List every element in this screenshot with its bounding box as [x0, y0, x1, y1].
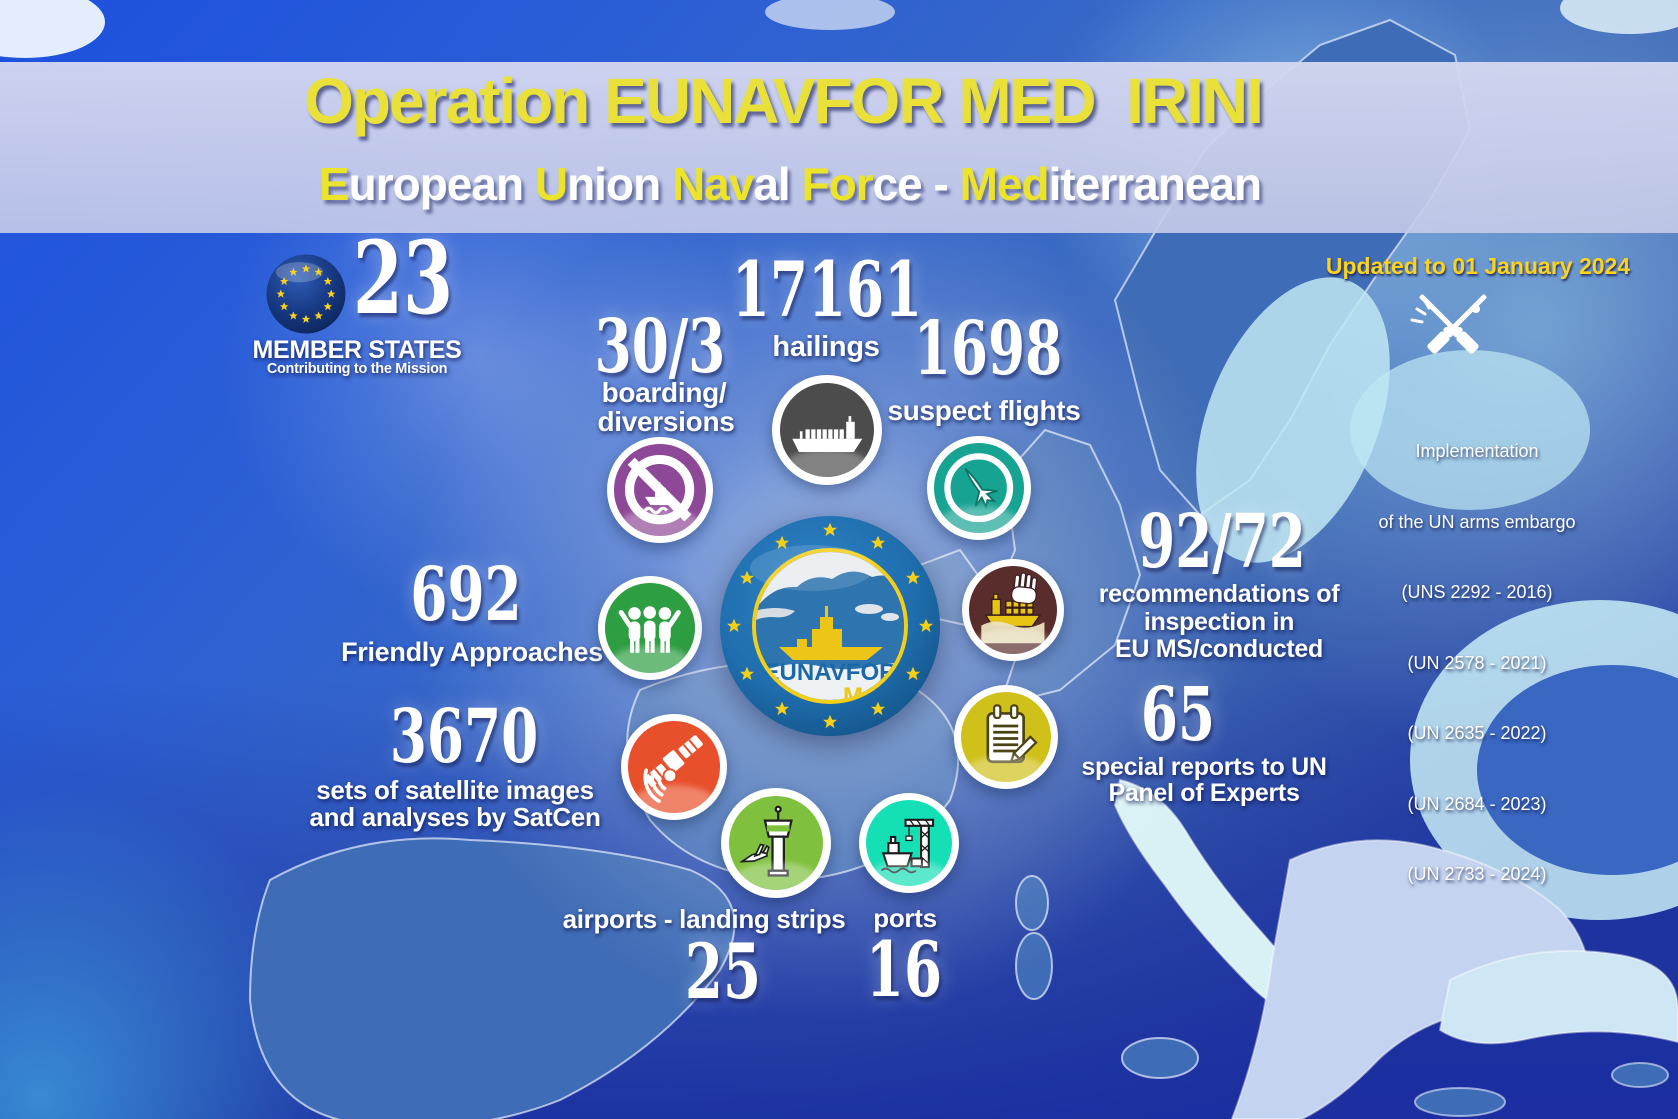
- friendly-approaches-value: 692: [410, 552, 522, 638]
- harbor-crane-ship-icon: [859, 793, 959, 893]
- hailings-label: hailings: [772, 331, 880, 363]
- eunavfor-med-logo: EUNAVFOR Med: [717, 513, 943, 739]
- subtitle-segment: Nav: [671, 158, 754, 210]
- cargo-ship-icon: [772, 375, 882, 485]
- hailings-value: 17161: [731, 245, 923, 334]
- arms-embargo-text: Implementation of the UN arms embargo (U…: [1378, 393, 1575, 934]
- member-states-sublabel: Contributing to the Mission: [266, 361, 448, 377]
- embargo-line: (UN 2578 - 2021): [1407, 652, 1547, 673]
- subtitle-segment: al: [753, 158, 802, 210]
- embargo-line: (UN 2635 - 2022): [1407, 723, 1547, 743]
- control-tower-plane-icon: [721, 788, 831, 898]
- eu-flag-icon: [264, 252, 348, 336]
- waving-people-icon: [598, 576, 702, 680]
- suspect-flights-label: suspect flights: [887, 395, 1081, 426]
- inspections-value: 92/72: [1138, 499, 1306, 585]
- satellite-icon: [621, 714, 727, 820]
- boarding-diversions-label: boarding/: [601, 377, 727, 408]
- embargo-line: (UN 2733 - 2024): [1407, 864, 1547, 884]
- subtitle-segment: U: [534, 158, 568, 210]
- subtitle-segment: E: [318, 158, 350, 210]
- no-boarding-ship-icon: [607, 437, 713, 543]
- subtitle-segment: For: [801, 158, 873, 210]
- embargo-line: (UNS 2292 - 2016): [1401, 582, 1553, 602]
- inspections-label: EU MS/conducted: [1114, 635, 1324, 663]
- satellite-images-label: and analyses by SatCen: [309, 802, 601, 832]
- inspections-label: recommendations of: [1098, 580, 1340, 608]
- crossed-rifles-icon: [1403, 278, 1503, 378]
- poster-title: Operation EUNAVFOR MED IRINI: [304, 65, 1264, 137]
- member-states-label: MEMBER STATES: [252, 336, 462, 364]
- header-band: [0, 62, 1678, 233]
- subtitle-segment: nion: [567, 158, 672, 210]
- notepad-pencil-icon: [954, 685, 1058, 789]
- stop-hand-cargo-icon: [962, 559, 1064, 661]
- member-states-value: 23: [352, 219, 454, 337]
- embargo-line: of the UN arms embargo: [1378, 511, 1576, 532]
- satellite-images-label: sets of satellite images: [316, 775, 594, 805]
- embargo-line: Implementation: [1415, 441, 1539, 461]
- poster-subtitle: European Union Naval Force - Mediterrane…: [318, 157, 1262, 211]
- plane-icon: [927, 436, 1031, 540]
- inspections-label: inspection in: [1143, 608, 1295, 636]
- updated-date-label: Updated to 01 January 2024: [1325, 253, 1631, 279]
- friendly-approaches-label: Friendly Approaches: [341, 637, 603, 667]
- satellite-images-value: 3670: [389, 694, 539, 780]
- ports-label: ports: [873, 903, 937, 933]
- special-reports-label: special reports to UN: [1081, 753, 1327, 781]
- airports-value: 25: [684, 927, 762, 1016]
- subtitle-segment: iterranean: [1048, 158, 1262, 210]
- embargo-line: (UN 2684 - 2023): [1407, 793, 1547, 814]
- suspect-flights-value: 1698: [913, 306, 1063, 392]
- special-reports-label: Panel of Experts: [1108, 779, 1300, 807]
- subtitle-segment: ce -: [872, 158, 960, 210]
- airports-label: airports - landing strips: [562, 904, 846, 934]
- special-reports-value: 65: [1140, 672, 1216, 758]
- ports-value: 16: [865, 925, 943, 1014]
- subtitle-segment: Med: [959, 158, 1050, 210]
- logo-org-text: EUNAVFOR: [764, 659, 897, 686]
- boarding-diversions-value: 30/3: [594, 304, 726, 390]
- boarding-diversions-label: diversions: [597, 406, 735, 437]
- subtitle-segment: uropean: [348, 158, 535, 210]
